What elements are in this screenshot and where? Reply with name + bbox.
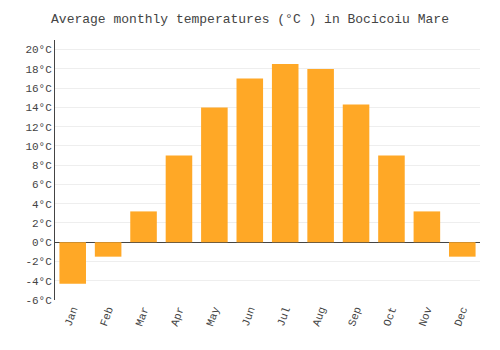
svg-text:20°C: 20°C [25,44,52,56]
svg-text:Apr: Apr [169,305,187,328]
svg-text:4°C: 4°C [32,199,52,211]
svg-text:Sep: Sep [346,305,364,328]
svg-text:16°C: 16°C [25,83,52,95]
svg-text:2°C: 2°C [32,218,52,230]
svg-text:May: May [204,305,222,328]
svg-text:12°C: 12°C [25,122,52,134]
svg-text:6°C: 6°C [32,179,52,191]
svg-text:Oct: Oct [381,305,399,328]
svg-text:Jan: Jan [63,305,81,328]
svg-text:Dec: Dec [452,305,470,328]
svg-text:Mar: Mar [133,305,151,328]
svg-text:Nov: Nov [417,305,435,328]
svg-text:Average monthly temperatures (: Average monthly temperatures (°C ) in Bo… [51,12,449,27]
svg-text:0°C: 0°C [32,237,52,249]
svg-text:Feb: Feb [98,305,116,328]
svg-text:-4°C: -4°C [25,276,52,288]
svg-text:Aug: Aug [311,305,329,328]
svg-text:Jul: Jul [275,305,293,328]
svg-text:18°C: 18°C [25,64,52,76]
svg-text:-6°C: -6°C [25,295,52,307]
svg-text:8°C: 8°C [32,160,52,172]
svg-text:Jun: Jun [240,305,258,328]
svg-text:-2°C: -2°C [25,256,52,268]
svg-text:10°C: 10°C [25,141,52,153]
svg-text:14°C: 14°C [25,102,52,114]
